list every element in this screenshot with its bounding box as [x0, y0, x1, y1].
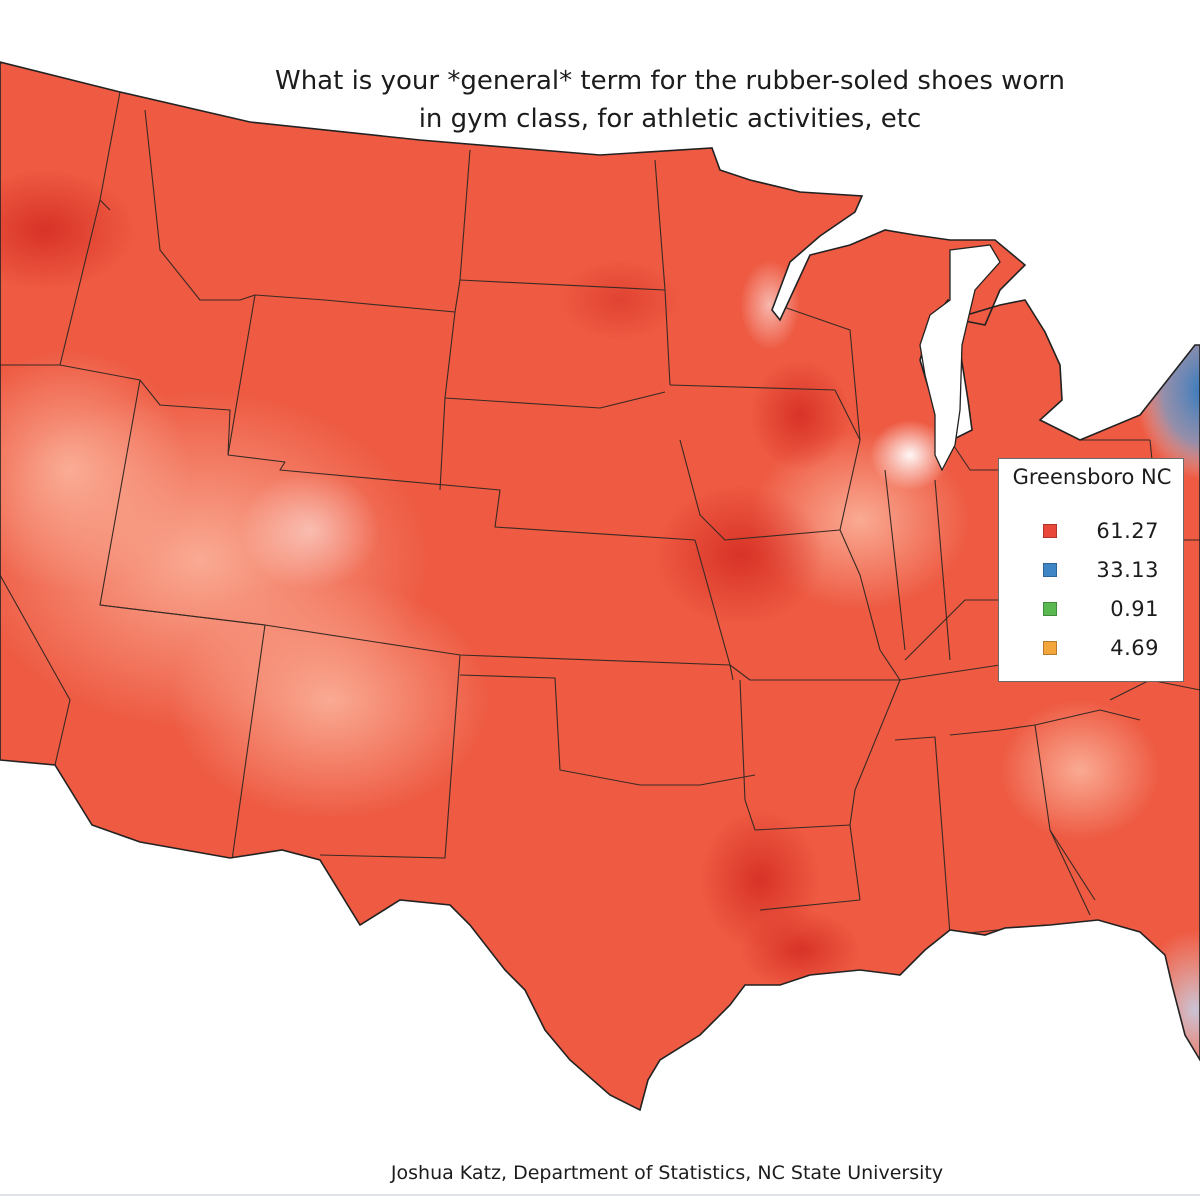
- title-line-2: in gym class, for athletic activities, e…: [418, 104, 922, 134]
- title-line-1: What is your *general* term for the rubb…: [274, 66, 1066, 96]
- lake-michigan: [919, 244, 1001, 472]
- legend-swatch: [1043, 563, 1057, 577]
- legend-value: 33.13: [1096, 558, 1159, 582]
- legend-swatch: [1043, 641, 1057, 655]
- legend-value: 0.91: [1110, 597, 1159, 621]
- legend-value: 61.27: [1096, 519, 1159, 543]
- legend-title: Greensboro NC: [1012, 465, 1172, 489]
- legend: Greensboro NC 61.27 33.13 0.91 4.69: [998, 458, 1184, 682]
- legend-swatch: [1043, 524, 1057, 538]
- legend-value: 4.69: [1110, 636, 1159, 660]
- credit-line: Joshua Katz, Department of Statistics, N…: [390, 1162, 944, 1184]
- map-title: What is your *general* term for the rubb…: [240, 62, 1100, 138]
- legend-swatch: [1043, 602, 1057, 616]
- bottom-divider: [0, 1194, 1200, 1196]
